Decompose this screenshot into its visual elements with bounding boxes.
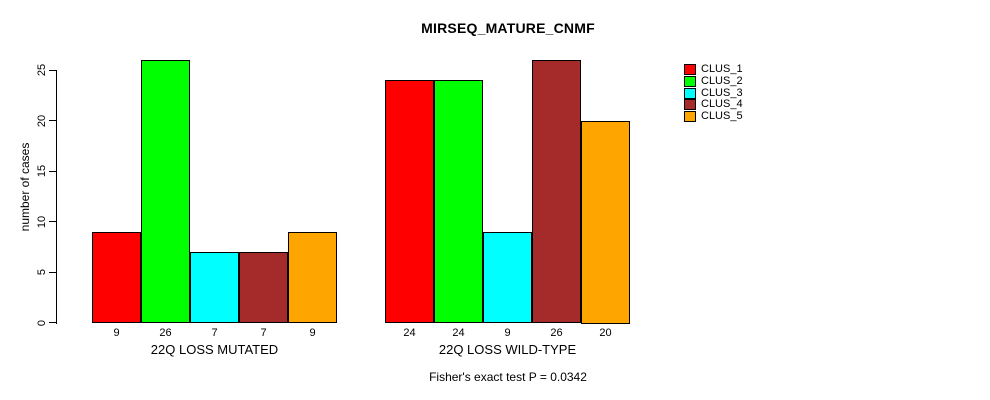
chart-title: MIRSEQ_MATURE_CNMF	[421, 20, 595, 36]
bar-clus-5-group1	[288, 231, 337, 324]
legend-item-label: CLUS_3	[701, 86, 743, 99]
bar-value-label: 7	[260, 327, 267, 339]
y-tick-mark	[49, 170, 56, 172]
legend-item: CLUS_5	[684, 110, 794, 123]
legend: CLUS_1 CLUS_2 CLUS_3 CLUS_4 CLUS_5	[684, 63, 794, 126]
legend-item-label: CLUS_5	[701, 110, 743, 123]
legend-item-label: CLUS_2	[701, 74, 743, 87]
legend-color-swatch	[684, 64, 696, 75]
legend-color-swatch	[684, 99, 696, 111]
bar-value-label: 9	[309, 327, 316, 339]
y-tick-mark	[49, 69, 56, 71]
legend-item: CLUS_1	[684, 63, 794, 76]
y-tick-mark	[49, 221, 56, 222]
legend-item-label: CLUS_4	[701, 98, 743, 111]
legend-color-swatch	[684, 75, 696, 87]
bar-value-label: 24	[403, 327, 416, 339]
y-tick-label: 25	[36, 63, 48, 77]
bar-clus-3-group2	[483, 231, 532, 324]
legend-item: CLUS_2	[684, 74, 794, 88]
bar-clus-2-group2	[434, 80, 483, 324]
bar-clus-4-group2	[532, 59, 581, 324]
bar-clus-4-group1	[239, 251, 288, 324]
bar-value-label: 20	[599, 327, 612, 339]
legend-color-swatch	[684, 87, 696, 99]
bar-clus-1-group2	[385, 80, 434, 324]
y-tick-label: 0	[36, 319, 48, 326]
bar-clus-1-group1	[92, 231, 141, 324]
y-tick-mark	[49, 322, 56, 323]
x-category-label: 22Q LOSS WILD-TYPE	[438, 342, 577, 357]
bar-value-label: 9	[504, 327, 511, 339]
y-axis-title: number of cases	[18, 142, 32, 232]
bar-value-label: 26	[159, 327, 172, 339]
bar-value-label: 9	[113, 327, 120, 339]
y-tick-mark	[49, 271, 56, 273]
y-axis-line	[56, 70, 57, 324]
bar-value-label: 24	[452, 327, 465, 339]
y-tick-mark	[49, 120, 56, 121]
legend-color-swatch	[684, 111, 696, 123]
legend-item-label: CLUS_1	[701, 63, 743, 75]
bar-value-label: 26	[550, 327, 563, 339]
y-tick-label: 20	[36, 114, 48, 127]
y-tick-label: 15	[36, 164, 48, 178]
bar-clus-3-group1	[190, 251, 239, 324]
bar-value-label: 7	[211, 327, 218, 339]
y-tick-label: 10	[36, 215, 48, 228]
x-category-label: 22Q LOSS MUTATED	[150, 342, 279, 357]
legend-item: CLUS_4	[684, 98, 794, 111]
y-tick-label: 5	[36, 268, 48, 276]
legend-item: CLUS_3	[684, 86, 794, 100]
bar-clus-2-group1	[141, 59, 190, 324]
bar-clus-5-group2	[581, 120, 630, 324]
fisher-test-note: Fisher's exact test P = 0.0342	[429, 370, 587, 384]
